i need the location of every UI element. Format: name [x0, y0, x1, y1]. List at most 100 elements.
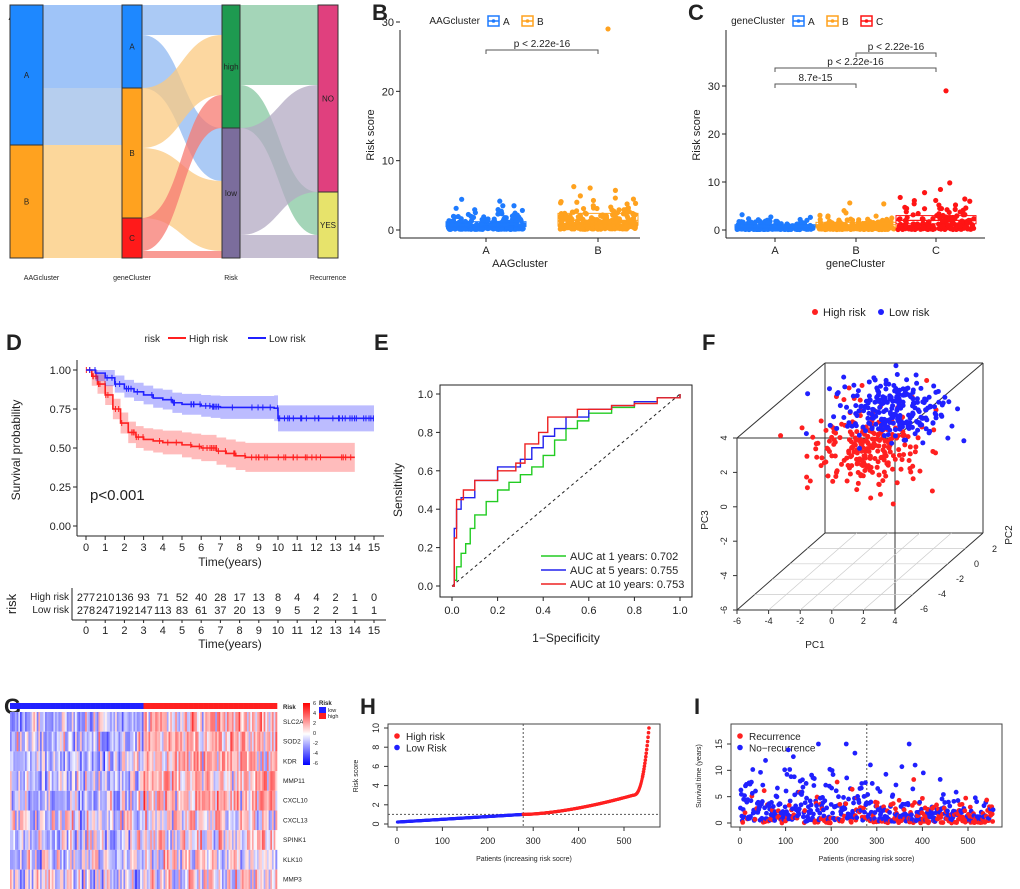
y-tick-label: 10	[708, 177, 720, 189]
heatmap-cell	[236, 869, 239, 889]
heatmap-cell	[18, 771, 21, 791]
data-point-high-risk	[877, 491, 883, 497]
data-point-low-risk	[841, 374, 847, 380]
legend-dot-icon	[812, 309, 818, 315]
heatmap-cell	[248, 810, 251, 831]
risk-annotation-cell	[88, 703, 91, 709]
heatmap-cell	[151, 790, 154, 811]
heatmap-cell	[265, 751, 268, 772]
data-point	[598, 213, 604, 219]
x-tick-label: 9	[256, 625, 262, 637]
p-value-label: 8.7e-15	[799, 73, 833, 84]
heatmap-cell	[31, 712, 34, 732]
heatmap-cell	[61, 790, 64, 811]
heatmap-cell	[131, 712, 134, 732]
heatmap-cell	[38, 869, 41, 889]
risk-annotation-cell	[201, 703, 204, 709]
heatmap-cell	[86, 790, 89, 811]
heatmap-cell	[103, 810, 106, 831]
heatmap-cell	[168, 771, 171, 791]
heatmap-cell	[166, 790, 169, 811]
heatmap-cell	[16, 830, 19, 850]
heatmap-cell	[205, 830, 208, 850]
heatmap-cell	[23, 830, 26, 850]
heatmap-cell	[208, 869, 211, 889]
heatmap-cell	[243, 731, 246, 752]
heatmap-cell	[246, 869, 249, 889]
heatmap-cell	[50, 731, 53, 752]
heatmap-cell	[88, 771, 91, 791]
sankey-flow	[43, 145, 122, 218]
risk-annotation-cell	[125, 703, 128, 709]
data-point-high-risk	[924, 377, 930, 383]
risk-count: 4	[294, 592, 300, 604]
heatmap-cell	[231, 751, 234, 772]
y-axis-title: Risk score	[691, 109, 703, 160]
heatmap-cell	[270, 830, 273, 850]
data-point-no-recurrence	[814, 803, 820, 809]
risk-annotation-cell	[208, 703, 211, 709]
heatmap-cell	[143, 731, 146, 752]
heatmap-cell	[186, 849, 189, 870]
floor-grid	[831, 532, 921, 611]
data-point-high-risk	[881, 457, 887, 463]
heatmap-cell	[145, 731, 148, 752]
heatmap-cell	[88, 712, 91, 732]
data-point-high-risk	[837, 435, 843, 441]
heatmap-cell	[61, 771, 64, 791]
heatmap-cell	[165, 830, 168, 850]
risk-annotation-cell	[196, 703, 199, 709]
heatmap-cell	[50, 751, 53, 772]
data-point-high-risk	[910, 463, 916, 469]
data-point-high-risk	[857, 436, 863, 442]
heatmap-cell	[243, 849, 246, 870]
heatmap-cell	[61, 712, 64, 732]
heatmap-cell	[238, 830, 241, 850]
y-tick-label: 10	[382, 156, 394, 168]
heatmap-cell	[53, 869, 56, 889]
heatmap-cell	[56, 731, 59, 752]
data-point	[611, 208, 617, 214]
p-value-label: p < 2.22e-16	[827, 57, 884, 68]
heatmap-cell	[148, 810, 151, 831]
heatmap-cell	[233, 790, 236, 811]
heatmap-cell	[145, 790, 148, 811]
heatmap-cell	[166, 869, 169, 889]
heatmap-cell	[185, 712, 188, 732]
heatmap-cell	[41, 731, 44, 752]
heatmap-cell	[263, 869, 266, 889]
heatmap-cell	[106, 849, 109, 870]
data-point-no-recurrence	[822, 798, 828, 804]
heatmap-cell	[78, 731, 81, 752]
heatmap-cell	[155, 849, 158, 870]
data-point-low-risk	[837, 403, 843, 409]
data-point	[784, 221, 790, 227]
heatmap-cell	[181, 712, 184, 732]
heatmap-cell	[26, 790, 29, 811]
heatmap-cell	[273, 712, 276, 732]
heatmap-cell	[220, 771, 223, 791]
heatmap-cell	[76, 731, 79, 752]
heatmap-cell	[38, 830, 41, 850]
heatmap-cell	[235, 849, 238, 870]
data-point-no-recurrence	[945, 808, 950, 814]
heatmap-cell	[165, 849, 168, 870]
data-point	[910, 212, 916, 218]
risk-annotation-cell	[243, 703, 246, 709]
x-tick-label: 1	[102, 625, 108, 637]
heatmap-cell	[25, 869, 27, 889]
heatmap-cell	[100, 712, 103, 732]
heatmap-cell	[116, 830, 119, 850]
heatmap-cell	[123, 771, 126, 791]
x-tick-label: 0	[83, 542, 89, 554]
heatmap-cell	[65, 790, 68, 811]
heatmap-cell	[105, 869, 108, 889]
risk-count: 20	[233, 605, 245, 617]
heatmap-cell	[208, 810, 211, 831]
heatmap-cell	[195, 790, 198, 811]
heatmap-cell	[103, 751, 106, 772]
heatmap-cell	[10, 751, 12, 772]
heatmap-cell	[75, 712, 78, 732]
heatmap-cell	[68, 810, 71, 831]
heatmap-cell	[196, 810, 199, 831]
